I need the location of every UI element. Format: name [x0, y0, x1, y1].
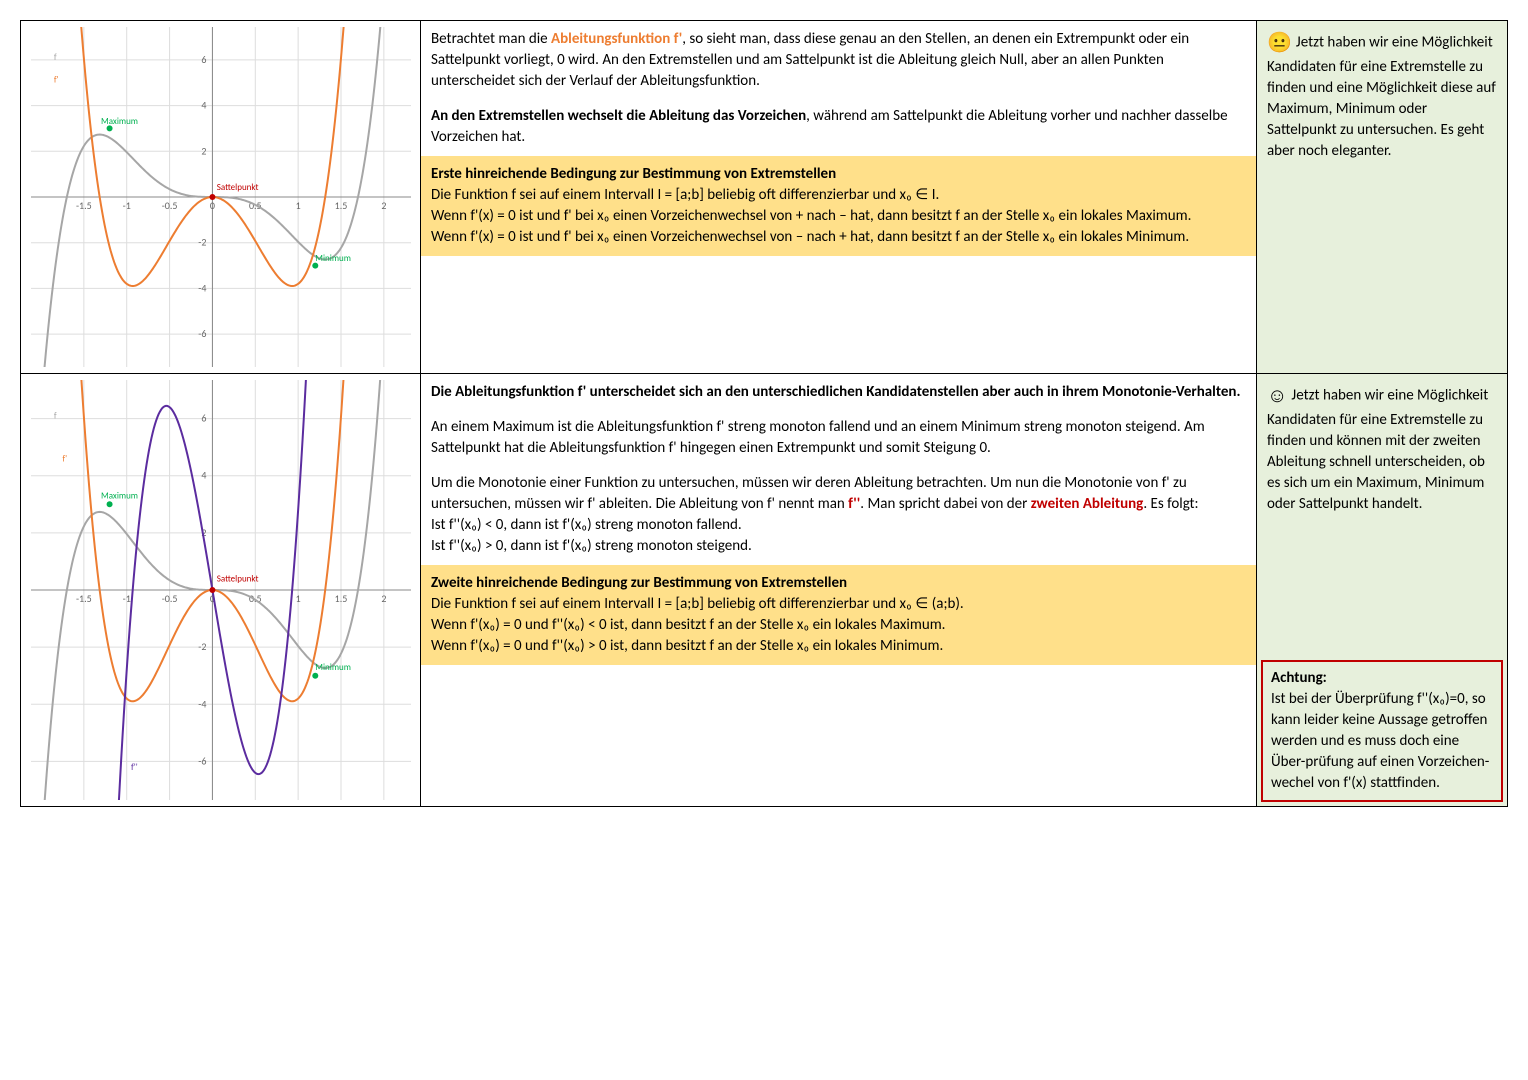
svg-text:-0.5: -0.5: [161, 592, 177, 605]
box-line: Wenn f'(x₀) = 0 und f''(x₀) > 0 ist, dan…: [431, 636, 1246, 657]
svg-text:Minimum: Minimum: [315, 253, 351, 264]
svg-text:f: f: [53, 411, 56, 422]
svg-text:-4: -4: [198, 697, 206, 710]
svg-text:1: 1: [295, 199, 300, 212]
svg-text:f': f': [53, 75, 58, 86]
row2-p1: Die Ableitungsfunktion f' unterscheidet …: [431, 382, 1246, 403]
box-title: Zweite hinreichende Bedingung zur Bestim…: [431, 573, 1246, 594]
bold-phrase: An den Extremstellen wechselt die Ableit…: [431, 107, 806, 125]
row2-p2: An einem Maximum ist die Ableitungsfunkt…: [431, 417, 1246, 459]
svg-text:2: 2: [381, 199, 386, 212]
chart-1: -1.5-1-0.500.511.52-6-4-2246MaximumSatte…: [31, 27, 411, 367]
svg-text:6: 6: [201, 53, 206, 66]
box-line: Wenn f'(x₀) = 0 und f''(x₀) < 0 ist, dan…: [431, 615, 1246, 636]
t: . Es folgt:: [1143, 495, 1198, 513]
box-line: Wenn f'(x) = 0 ist und f' bei x₀ einen V…: [431, 206, 1246, 227]
document-page: -1.5-1-0.500.511.52-6-4-2246MaximumSatte…: [20, 20, 1508, 807]
svg-text:-2: -2: [198, 236, 206, 249]
svg-text:6: 6: [201, 412, 206, 425]
svg-text:0: 0: [209, 199, 214, 212]
svg-text:-1.5: -1.5: [75, 592, 91, 605]
box-line: Wenn f'(x) = 0 ist und f' bei x₀ einen V…: [431, 227, 1246, 248]
svg-text:1.5: 1.5: [334, 592, 347, 605]
svg-text:Maximum: Maximum: [101, 116, 138, 127]
row-2: -1.5-1-0.500.511.52-6-4-2246MaximumSatte…: [21, 374, 1507, 806]
orange-term: Ableitungsfunktion f': [551, 30, 682, 48]
svg-text:4: 4: [201, 99, 206, 112]
row-1: -1.5-1-0.500.511.52-6-4-2246MaximumSatte…: [21, 21, 1507, 374]
svg-text:f: f: [53, 52, 56, 63]
warning-box: Achtung: Ist bei der Überprüfung f''(x₀)…: [1261, 660, 1503, 802]
main-cell-2: Die Ableitungsfunktion f' unterscheidet …: [421, 374, 1257, 806]
t: Ist f''(x₀) > 0, dann ist f'(x₀) streng …: [431, 537, 752, 555]
chart-cell-2: -1.5-1-0.500.511.52-6-4-2246MaximumSatte…: [21, 374, 421, 806]
red-term: zweiten Ableitung: [1031, 495, 1144, 513]
svg-text:-1: -1: [122, 199, 130, 212]
t: . Man spricht dabei von der: [860, 495, 1030, 513]
svg-text:Minimum: Minimum: [315, 662, 351, 673]
chart-2: -1.5-1-0.500.511.52-6-4-2246MaximumSatte…: [31, 380, 411, 800]
svg-text:-6: -6: [198, 327, 206, 340]
t: Jetzt haben wir eine Möglichkeit Kandida…: [1267, 387, 1488, 513]
svg-text:f'': f'': [131, 762, 138, 773]
row2-condition-box: Zweite hinreichende Bedingung zur Bestim…: [421, 565, 1256, 665]
svg-text:f': f': [62, 453, 67, 464]
main-cell-1: Betrachtet man die Ableitungsfunktion f'…: [421, 21, 1257, 373]
face-icon: 😐: [1267, 31, 1292, 55]
warn-title: Achtung:: [1271, 669, 1327, 687]
svg-text:-0.5: -0.5: [161, 199, 177, 212]
warn-text: Ist bei der Überprüfung f''(x₀)=0, so ka…: [1271, 690, 1489, 792]
chart-cell-1: -1.5-1-0.500.511.52-6-4-2246MaximumSatte…: [21, 21, 421, 373]
side1-text: 😐Jetzt haben wir eine Möglichkeit Kandid…: [1257, 21, 1507, 373]
svg-text:Maximum: Maximum: [101, 491, 138, 502]
svg-text:1: 1: [295, 592, 300, 605]
svg-text:2: 2: [201, 144, 206, 157]
side2-text: ☺Jetzt haben wir eine Möglichkeit Kandid…: [1257, 374, 1507, 656]
box-line: Die Funktion f sei auf einem Intervall I…: [431, 185, 1246, 206]
svg-text:-6: -6: [198, 754, 206, 767]
row1-p2: An den Extremstellen wechselt die Ableit…: [431, 106, 1246, 148]
svg-text:4: 4: [201, 469, 206, 482]
svg-text:2: 2: [381, 592, 386, 605]
svg-text:Sattelpunkt: Sattelpunkt: [216, 182, 258, 193]
row2-p3: Um die Monotonie einer Funktion zu unter…: [431, 473, 1246, 557]
row2-text: Die Ableitungsfunktion f' unterscheidet …: [421, 374, 1256, 565]
side-cell-2: ☺Jetzt haben wir eine Möglichkeit Kandid…: [1257, 374, 1507, 806]
svg-text:-2: -2: [198, 640, 206, 653]
svg-text:1.5: 1.5: [334, 199, 347, 212]
svg-text:-1: -1: [122, 592, 130, 605]
row1-condition-box: Erste hinreichende Bedingung zur Bestimm…: [421, 156, 1256, 256]
row1-p1: Betrachtet man die Ableitungsfunktion f'…: [431, 29, 1246, 92]
t: Ist f''(x₀) < 0, dann ist f'(x₀) streng …: [431, 516, 742, 534]
svg-text:-1.5: -1.5: [75, 199, 91, 212]
t: Betrachtet man die: [431, 30, 551, 48]
box-line: Die Funktion f sei auf einem Intervall I…: [431, 594, 1246, 615]
t: Jetzt haben wir eine Möglichkeit Kandida…: [1267, 34, 1496, 160]
svg-text:Sattelpunkt: Sattelpunkt: [216, 573, 258, 584]
row1-text: Betrachtet man die Ableitungsfunktion f'…: [421, 21, 1256, 156]
side-cell-1: 😐Jetzt haben wir eine Möglichkeit Kandid…: [1257, 21, 1507, 373]
face-icon: ☺: [1267, 384, 1287, 408]
svg-text:-4: -4: [198, 281, 206, 294]
red-term: f'': [848, 495, 860, 513]
box-title: Erste hinreichende Bedingung zur Bestimm…: [431, 164, 1246, 185]
